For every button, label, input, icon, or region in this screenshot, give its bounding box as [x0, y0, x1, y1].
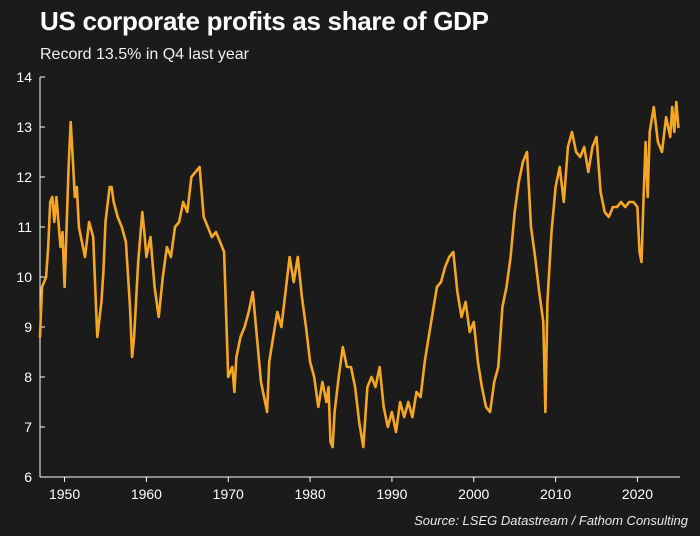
x-tick-label: 1950	[49, 486, 80, 502]
y-axis: 6 7 8 9 10 11 12 13 14	[16, 69, 45, 485]
source-note: Source: LSEG Datastream / Fathom Consult…	[414, 513, 688, 528]
x-tick-label: 2020	[622, 486, 653, 502]
y-tick-label: 12	[16, 169, 32, 185]
x-tick-label: 2000	[458, 486, 489, 502]
y-tick-label: 6	[24, 469, 32, 485]
series-group	[38, 100, 680, 449]
y-tick-label: 11	[17, 219, 32, 235]
y-tick-label: 14	[16, 69, 32, 85]
y-tick-label: 8	[24, 369, 32, 385]
chart-subtitle: Record 13.5% in Q4 last year	[40, 46, 249, 63]
x-tick-label: 1960	[131, 486, 162, 502]
y-tick-label: 9	[24, 319, 32, 335]
chart-title: US corporate profits as share of GDP	[40, 6, 489, 36]
series-line	[38, 100, 680, 449]
x-tick-label: 1980	[294, 486, 325, 502]
x-tick-label: 1970	[213, 486, 244, 502]
x-tick-label: 2010	[540, 486, 571, 502]
y-tick-label: 10	[16, 269, 32, 285]
y-tick-label: 13	[16, 119, 32, 135]
x-axis: 1950 1960 1970 1980 1990 2000 2010 2020	[49, 477, 653, 502]
chart-axes	[39, 77, 680, 478]
x-tick-label: 1990	[376, 486, 407, 502]
y-tick-label: 7	[24, 419, 32, 435]
